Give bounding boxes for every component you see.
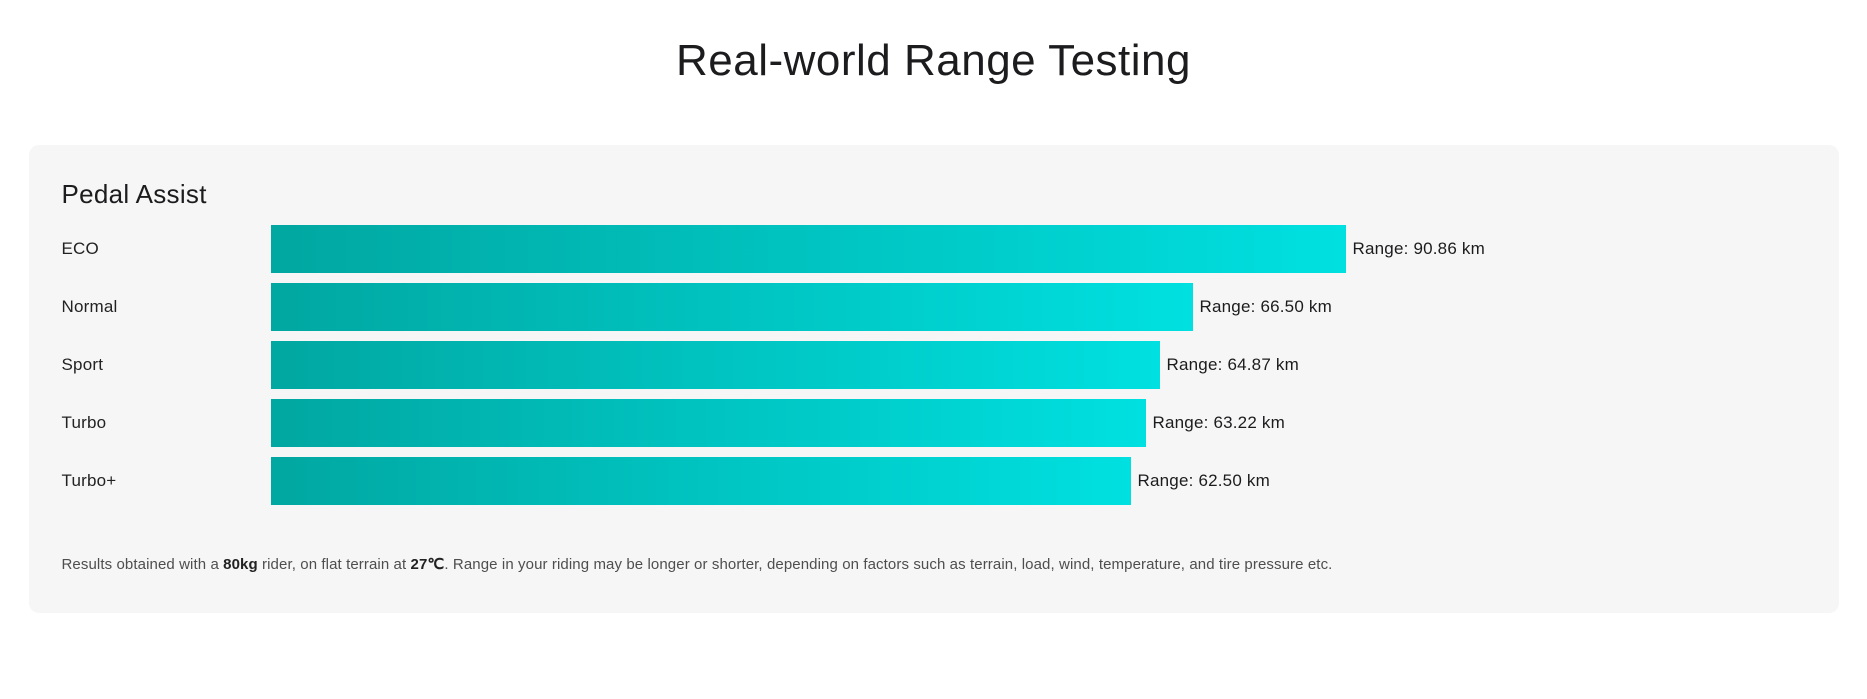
range-testing-panel: Pedal Assist ECO Range: 90.86 km Normal …	[28, 144, 1839, 613]
mode-label: Turbo	[61, 412, 107, 432]
bar-track: Range: 66.50 km	[270, 282, 1806, 331]
mode-label: Turbo+	[61, 470, 117, 490]
chart-row-eco: ECO Range: 90.86 km	[61, 224, 1806, 273]
bar-track: Range: 90.86 km	[270, 224, 1806, 273]
range-value-label: Range: 63.22 km	[1152, 412, 1285, 432]
bar-chart: ECO Range: 90.86 km Normal Range: 66.50 …	[61, 224, 1806, 505]
footnote-bold-weight: 80kg	[223, 555, 258, 573]
range-bar	[270, 456, 1131, 505]
range-bar	[270, 398, 1146, 447]
footnote-bold-temperature: 27℃	[410, 555, 445, 573]
range-bar	[270, 282, 1193, 331]
mode-label: Sport	[61, 354, 104, 374]
range-value-label: Range: 90.86 km	[1352, 238, 1485, 258]
footnote: Results obtained with a 80kg rider, on f…	[62, 555, 1806, 573]
range-bar	[270, 224, 1346, 273]
page: Real-world Range Testing Pedal Assist EC…	[0, 36, 1867, 613]
chart-row-turbo: Turbo Range: 63.22 km	[61, 398, 1806, 447]
range-value-label: Range: 66.50 km	[1199, 296, 1332, 316]
chart-row-normal: Normal Range: 66.50 km	[61, 282, 1806, 331]
footnote-text: . Range in your riding may be longer or …	[444, 555, 1333, 573]
page-title: Real-world Range Testing	[675, 36, 1191, 85]
footnote-text: Results obtained with a	[61, 555, 224, 573]
range-value-label: Range: 62.50 km	[1137, 470, 1270, 490]
chart-row-sport: Sport Range: 64.87 km	[61, 340, 1806, 389]
range-bar	[270, 340, 1160, 389]
panel-heading: Pedal Assist	[61, 178, 207, 209]
range-value-label: Range: 64.87 km	[1166, 354, 1299, 374]
mode-label: Normal	[61, 296, 118, 316]
bar-track: Range: 62.50 km	[270, 456, 1806, 505]
bar-track: Range: 63.22 km	[270, 398, 1806, 447]
bar-track: Range: 64.87 km	[270, 340, 1806, 389]
footnote-text: rider, on flat terrain at	[257, 555, 411, 573]
mode-label: ECO	[61, 238, 99, 258]
chart-row-turbo-plus: Turbo+ Range: 62.50 km	[61, 456, 1806, 505]
